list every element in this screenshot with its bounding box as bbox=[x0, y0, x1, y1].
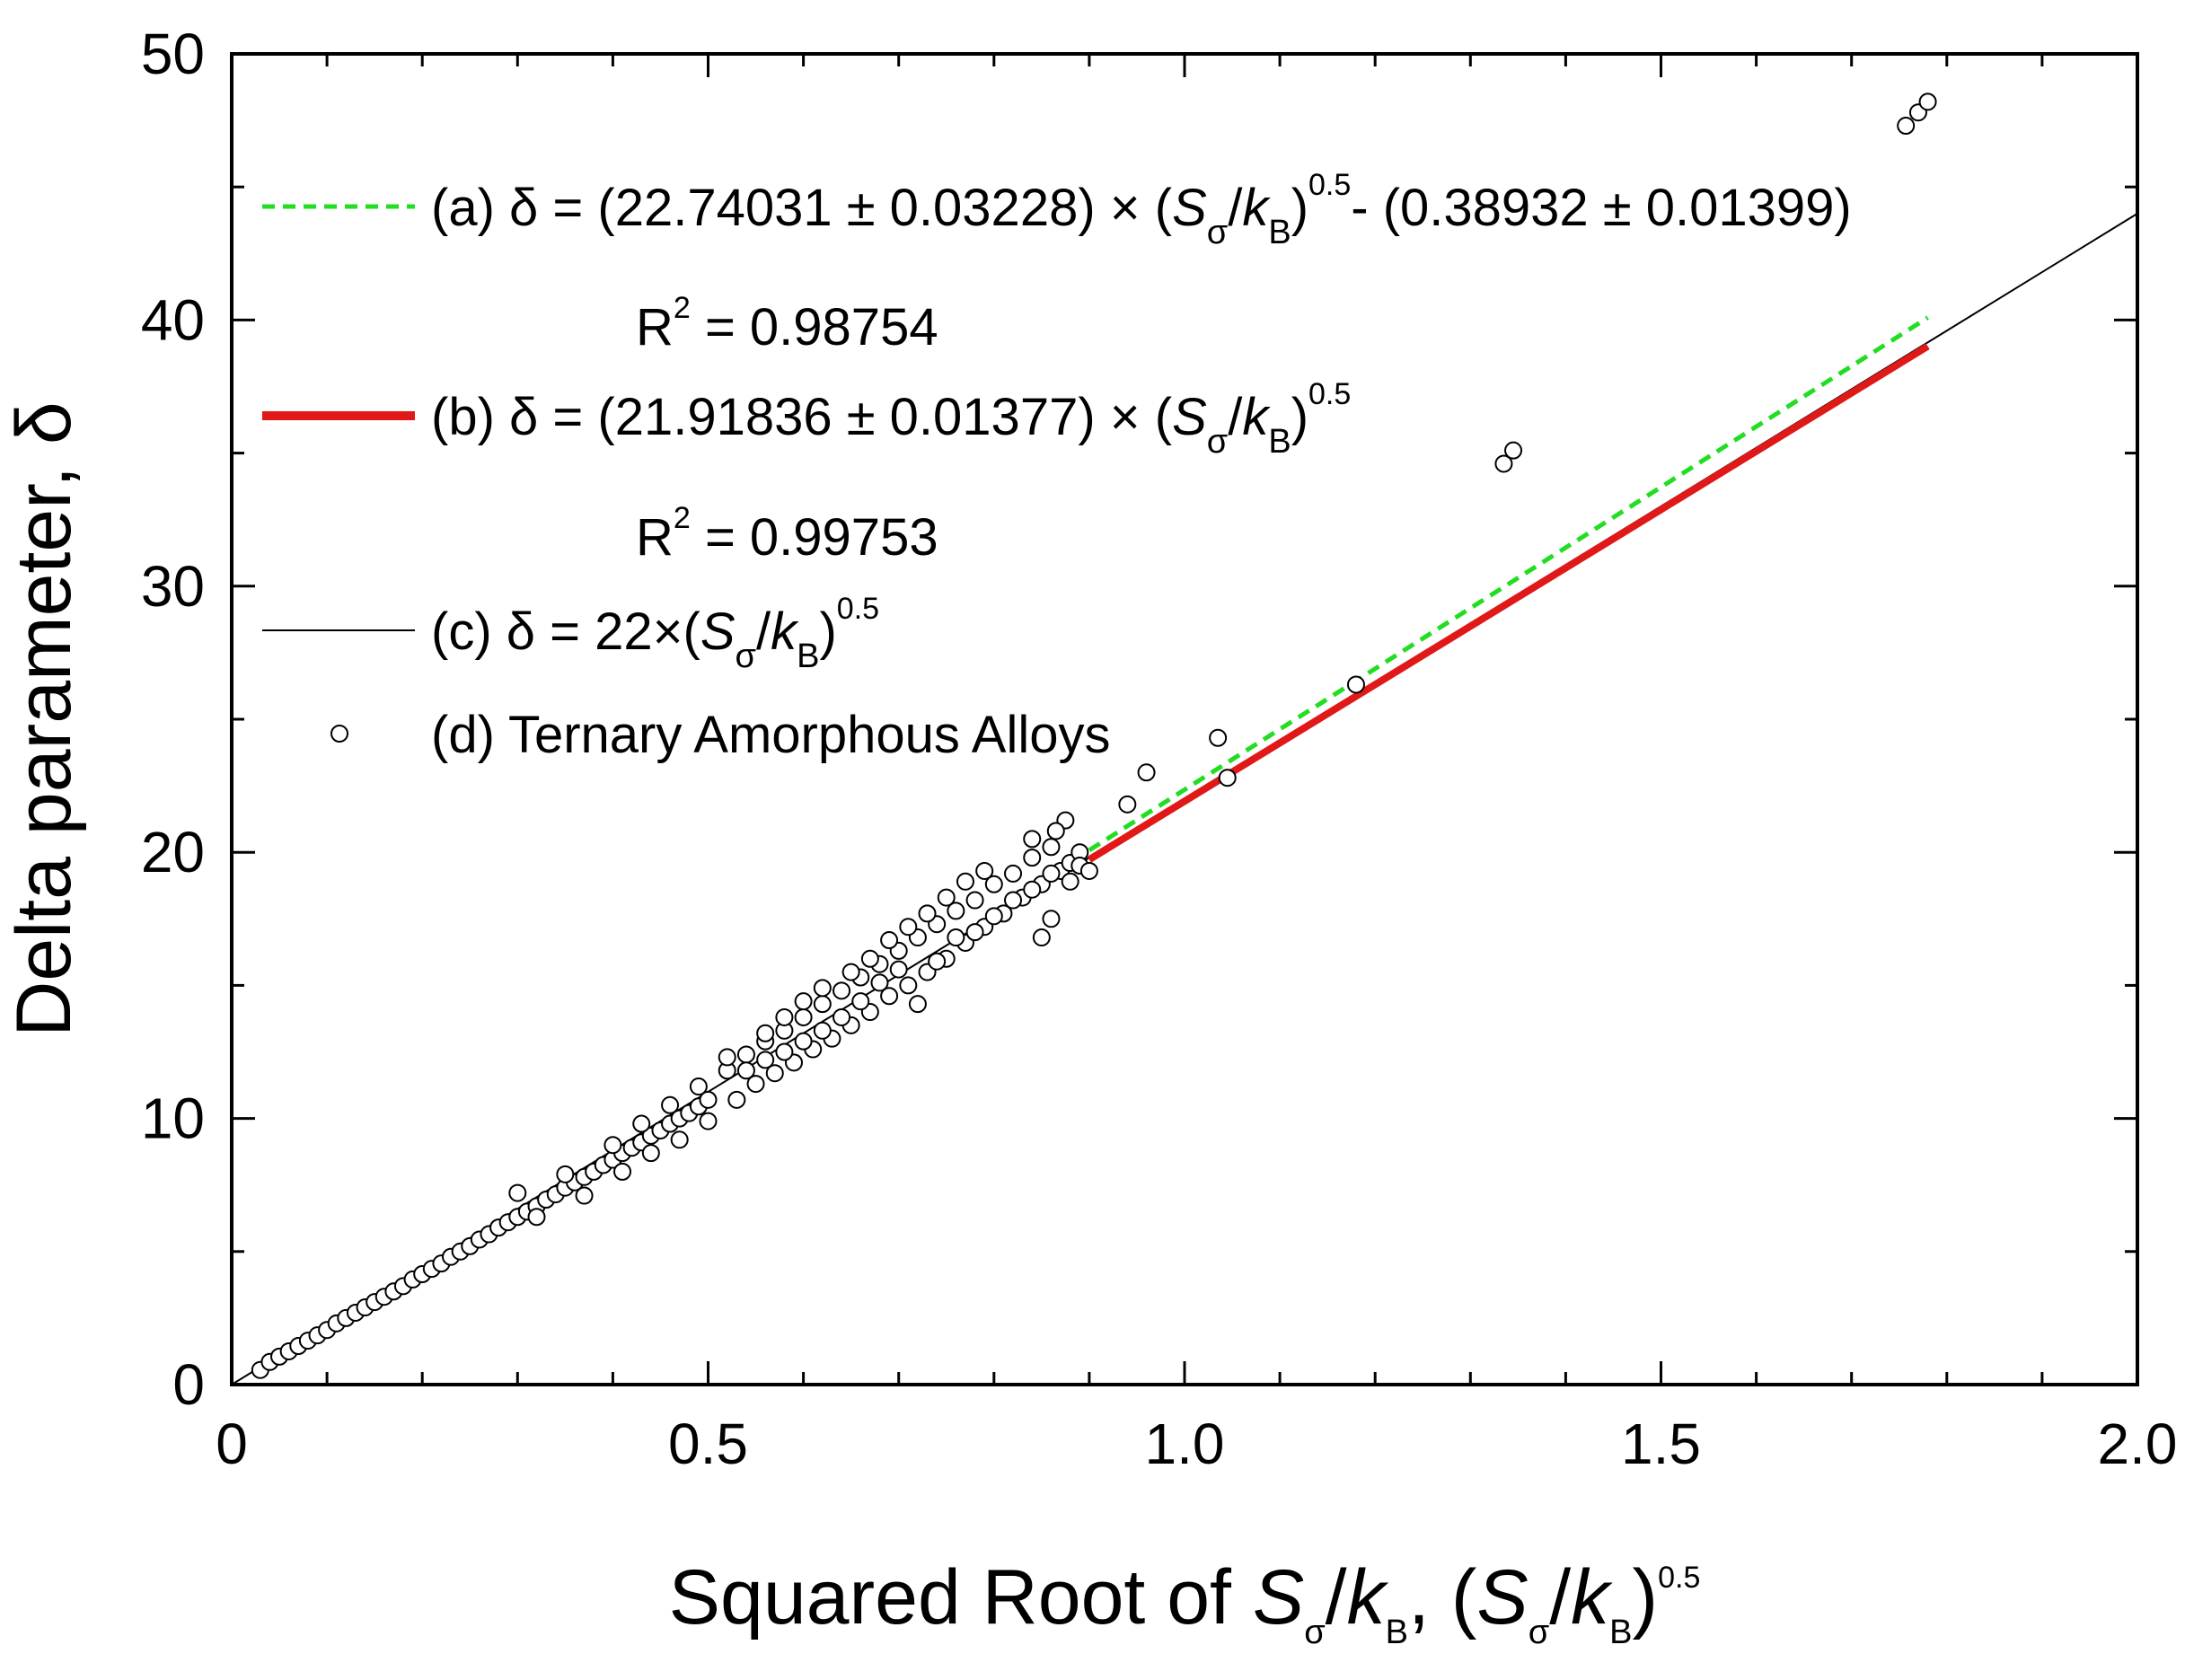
scatter-point bbox=[956, 872, 974, 891]
scatter-point bbox=[947, 928, 965, 947]
scatter-point bbox=[870, 973, 889, 992]
x-tick-label: 0 bbox=[216, 1412, 248, 1476]
y-tick-label: 40 bbox=[141, 287, 205, 352]
scatter-point bbox=[1137, 763, 1156, 782]
scatter-point bbox=[756, 1024, 775, 1042]
scatter-point bbox=[556, 1165, 575, 1183]
scatter-point bbox=[860, 949, 879, 968]
scatter-point bbox=[794, 1007, 813, 1026]
scatter-point bbox=[1918, 92, 1937, 111]
scatter-point bbox=[794, 992, 813, 1011]
scatter-point bbox=[775, 1042, 794, 1061]
scatter-point bbox=[604, 1136, 622, 1155]
scatter-point bbox=[689, 1077, 708, 1096]
scatter-point bbox=[833, 981, 851, 1000]
scatter-point bbox=[1504, 441, 1523, 460]
scatter-point bbox=[1061, 872, 1079, 891]
scatter-point bbox=[699, 1090, 718, 1109]
scatter-point bbox=[1209, 728, 1228, 747]
scatter-point bbox=[736, 1061, 755, 1080]
scatter-point bbox=[1494, 454, 1513, 473]
scatter-point bbox=[1897, 117, 1916, 136]
scatter-point bbox=[937, 888, 956, 907]
x-tick-label: 1.5 bbox=[1621, 1412, 1701, 1476]
scatter-point bbox=[899, 976, 918, 995]
y-axis-title: Delta parameter, δ bbox=[1, 401, 87, 1037]
scatter-point bbox=[1042, 910, 1061, 928]
y-tick-label: 20 bbox=[141, 820, 205, 884]
scatter-point bbox=[661, 1095, 680, 1114]
scatter-point bbox=[699, 1112, 718, 1130]
scatter-point bbox=[889, 960, 908, 979]
scatter-point bbox=[965, 923, 984, 942]
legend-marker-d bbox=[330, 725, 348, 743]
scatter-point bbox=[736, 1045, 755, 1064]
scatter-point bbox=[984, 907, 1003, 926]
scatter-point bbox=[527, 1208, 546, 1227]
scatter-point bbox=[841, 963, 860, 981]
fit-line-a bbox=[1088, 315, 1929, 853]
scatter-point bbox=[918, 904, 937, 923]
scatter-point bbox=[727, 1090, 746, 1109]
scatter-point bbox=[794, 1032, 813, 1051]
y-tick-label: 0 bbox=[172, 1352, 205, 1417]
scatter-point bbox=[746, 1075, 765, 1094]
scatter-point bbox=[718, 1048, 736, 1067]
scatter-point bbox=[508, 1183, 527, 1202]
axis-ticks: 0 0.5 1.0 1.5 2.0 0 10 20 30 40 50 bbox=[141, 22, 2178, 1476]
scatter-point bbox=[613, 1162, 632, 1181]
scatter-point bbox=[1032, 928, 1051, 947]
scatter-point bbox=[632, 1114, 651, 1133]
legend-label-d: (d) Ternary Amorphous Alloys bbox=[431, 706, 1111, 764]
scatter-point bbox=[1218, 769, 1237, 787]
scatter-point bbox=[851, 992, 870, 1011]
scatter-points bbox=[251, 92, 1937, 1379]
scatter-point bbox=[575, 1186, 594, 1205]
scatter-point bbox=[1042, 838, 1061, 857]
scatter-point bbox=[813, 995, 832, 1014]
x-tick-label: 0.5 bbox=[668, 1412, 748, 1476]
y-tick-label: 50 bbox=[141, 22, 205, 86]
scatter-point bbox=[670, 1130, 689, 1149]
x-tick-label: 1.0 bbox=[1145, 1412, 1225, 1476]
scatter-point bbox=[1046, 822, 1065, 840]
legend-label-a: (a) δ = (22.74031 ± 0.03228) × (Sσ/kB)0.… bbox=[431, 168, 1852, 251]
scatter-point bbox=[641, 1144, 660, 1163]
legend-r2-a: R2 = 0.98754 bbox=[636, 291, 938, 356]
scatter-point bbox=[765, 1064, 784, 1083]
scatter-point bbox=[1023, 849, 1042, 867]
scatter-point bbox=[880, 987, 899, 1006]
scatter-point bbox=[813, 1021, 832, 1040]
scatter-point bbox=[1023, 880, 1042, 899]
scatter-point bbox=[947, 902, 965, 920]
y-tick-label: 10 bbox=[141, 1086, 205, 1151]
scatter-point bbox=[965, 891, 984, 910]
scatter-point bbox=[984, 875, 1003, 893]
y-tick-label: 30 bbox=[141, 554, 205, 619]
scatter-point bbox=[775, 1007, 794, 1026]
scatter-point bbox=[833, 1007, 851, 1026]
legend-label-c: (c) δ = 22×(Sσ/kB)0.5 bbox=[431, 592, 879, 675]
scatter-point bbox=[1023, 830, 1042, 849]
scatter-point bbox=[928, 952, 947, 971]
scatter-point bbox=[899, 918, 918, 937]
scatter-point bbox=[813, 979, 832, 998]
scatter-point bbox=[1004, 891, 1023, 910]
scatter-point bbox=[1004, 864, 1023, 883]
scatter-point bbox=[1118, 795, 1137, 814]
scatter-point bbox=[975, 861, 994, 880]
scatter-point bbox=[1346, 675, 1365, 694]
scatter-point bbox=[1079, 861, 1098, 880]
scatter-point bbox=[1042, 864, 1061, 883]
legend: (a) δ = (22.74031 ± 0.03228) × (Sσ/kB)0.… bbox=[262, 168, 1852, 764]
x-tick-label: 2.0 bbox=[2098, 1412, 2178, 1476]
scatter-point bbox=[880, 931, 899, 950]
scatter-point bbox=[756, 1051, 775, 1069]
legend-label-b: (b) δ = (21.91836 ± 0.01377) × (Sσ/kB)0.… bbox=[431, 377, 1351, 461]
legend-r2-b: R2 = 0.99753 bbox=[636, 501, 938, 567]
scatter-point bbox=[908, 995, 927, 1014]
x-axis-title: Squared Root of Sσ/kB, (Sσ/kB)0.5 bbox=[669, 1554, 1701, 1651]
